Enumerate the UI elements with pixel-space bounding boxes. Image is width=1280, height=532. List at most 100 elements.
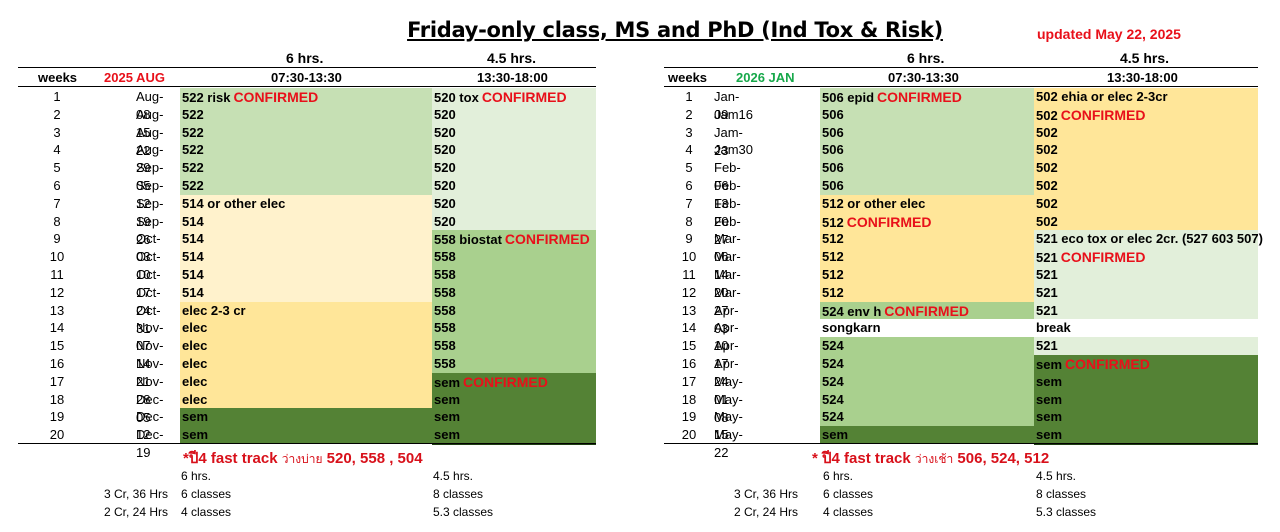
am-course-label: 514 (182, 267, 204, 282)
week-number: 20 (49, 427, 65, 443)
am-cell (820, 141, 1034, 160)
pm-course: 521 (1036, 284, 1058, 302)
pm-course-label: 520 (434, 213, 456, 229)
am-course: 522 (182, 159, 204, 177)
am-course-label: 524 (822, 391, 844, 407)
pm-course: break (1036, 319, 1071, 337)
pm-course-label: 558 (434, 338, 456, 354)
foot-am-2cr: 4 classes (823, 505, 874, 519)
class-date: Aug-29 (136, 142, 164, 176)
pm-course: 520 (434, 124, 456, 142)
am-course: 506 (822, 106, 844, 124)
week-number: 10 (49, 249, 65, 265)
week-number: 4 (685, 142, 693, 158)
am-course: elec 2-3 cr (182, 302, 246, 320)
am-course: 512 (822, 248, 844, 266)
class-date: Nov-28 (136, 373, 164, 407)
class-date: Nov-14 (136, 338, 164, 372)
hrs-pm-header: 4.5 hrs. (1120, 50, 1170, 66)
class-date: Sep-19 (136, 195, 164, 229)
fast-track-thai: ว่างบ่าย (281, 452, 323, 466)
pm-course: 521 (1036, 266, 1058, 284)
am-cell (180, 141, 432, 160)
class-date: Sep-12 (136, 178, 164, 211)
pm-course: 558 (434, 319, 456, 337)
pm-cell (432, 319, 596, 338)
confirmed-badge: CONFIRMED (1065, 356, 1150, 372)
confirmed-badge: CONFIRMED (1060, 106, 1146, 123)
pm-course: 558 (434, 355, 456, 373)
week-number: 3 (53, 124, 61, 140)
am-course: 512 CONFIRMED (822, 213, 931, 232)
am-course: 514 or other elec (182, 195, 285, 213)
am-course: 506 (822, 141, 844, 159)
pm-course-label: sem (1036, 409, 1063, 425)
pm-course-label: 558 (434, 249, 456, 265)
pm-cell (432, 355, 596, 374)
am-cell (820, 212, 1034, 231)
class-date: Jam16 (714, 106, 754, 122)
am-cell (180, 123, 432, 142)
am-course: elec (182, 355, 207, 373)
am-course: 524 (822, 355, 844, 373)
pm-course: 521 CONFIRMED (1036, 248, 1145, 267)
am-course-label: elec (182, 338, 208, 354)
week-number: 7 (685, 195, 693, 211)
pm-course: sem CONFIRMED (1036, 355, 1150, 374)
am-course-label: 524 (822, 356, 844, 371)
pm-cell (1034, 283, 1258, 302)
am-course-label: 522 (182, 160, 204, 176)
am-course: 522 risk CONFIRMED (182, 88, 318, 107)
am-cell (180, 337, 432, 356)
am-course-label: 506 epid (822, 90, 875, 105)
am-course: 524 (822, 391, 844, 409)
pm-course-label: 558 (434, 356, 456, 371)
term-label: 2026 JAN (736, 70, 795, 85)
fast-track-courses: 506, 524, 512 (957, 450, 1050, 467)
pm-course-label: 558 biostat (434, 232, 502, 248)
pm-course-label: 502 (1036, 124, 1058, 140)
pm-course: 558 (434, 284, 456, 302)
am-course: elec (182, 391, 207, 409)
am-course-label: 514 (182, 231, 204, 247)
pm-cell (1034, 230, 1258, 249)
class-date: Mar-20 (714, 267, 741, 300)
class-date: Mar-14 (714, 249, 741, 283)
foot-pm-2cr: 5.3 classes (433, 505, 494, 519)
am-cell (820, 194, 1034, 213)
week-number: 5 (685, 160, 693, 176)
week-number: 6 (685, 178, 693, 193)
pm-course: 520 tox CONFIRMED (434, 88, 567, 107)
am-course: 512 (822, 230, 844, 248)
week-number: 6 (53, 178, 61, 193)
am-course-label: 514 (182, 284, 204, 300)
pm-course-label: sem (434, 374, 461, 390)
pm-course-label: 502 (1036, 195, 1058, 211)
hrs-pm-header: 4.5 hrs. (487, 50, 537, 66)
pm-cell (1034, 408, 1258, 427)
class-date: Jam30 (714, 142, 754, 158)
am-cell (820, 355, 1034, 374)
page-title: Friday-only class, MS and PhD (Ind Tox &… (407, 18, 943, 42)
pm-cell (1034, 88, 1258, 107)
week-number: 1 (685, 89, 693, 104)
hrs-am-header: 6 hrs. (286, 50, 324, 66)
am-course-label: 506 (822, 106, 844, 122)
pm-cell (432, 390, 596, 409)
week-number: 9 (53, 231, 61, 247)
am-course-label: 512 (822, 249, 844, 265)
pm-course: 520 (434, 177, 456, 195)
pm-cell (432, 426, 596, 445)
confirmed-badge: CONFIRMED (233, 89, 319, 105)
class-date: May-01 (714, 373, 743, 407)
foot-am-3cr: 6 classes (823, 487, 874, 501)
pm-cell (1034, 301, 1258, 320)
time-am-header: 07:30-13:30 (888, 70, 959, 85)
am-course-label: elec 2-3 cr (182, 302, 246, 318)
class-date: May-22 (714, 427, 743, 461)
pm-course: 558 (434, 302, 456, 320)
updated-date: updated May 22, 2025 (1037, 26, 1181, 42)
pm-course: 558 (434, 248, 456, 266)
pm-cell (432, 105, 596, 124)
class-date: May-08 (714, 391, 743, 425)
